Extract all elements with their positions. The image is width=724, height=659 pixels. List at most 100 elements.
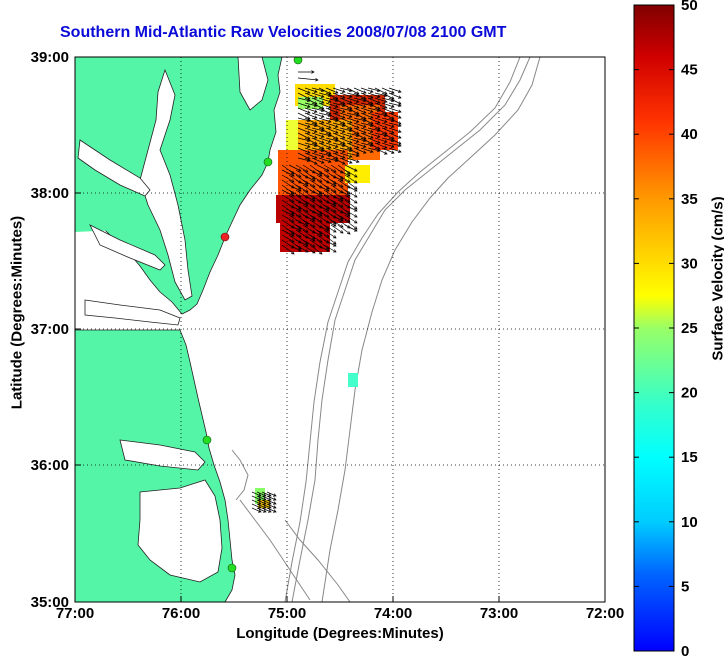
velocity-arrow [360, 87, 374, 93]
colorbar-tick-label: 50 [681, 0, 698, 14]
velocity-arrow [360, 132, 374, 139]
velocity-arrow [388, 87, 402, 93]
velocity-arrow [304, 107, 318, 113]
velocity-arrow [297, 122, 311, 128]
station-marker [220, 232, 230, 242]
velocity-arrow [339, 112, 353, 118]
velocity-arrow [304, 87, 318, 93]
y-tick-label: 36:00 [31, 457, 69, 474]
velocity-arrow [339, 152, 353, 158]
velocity-arrow [302, 174, 316, 182]
y-tick-label: 35:00 [31, 594, 69, 611]
velocity-arrow [332, 92, 346, 99]
colorbar-tick-label: 35 [681, 191, 698, 208]
x-tick-label: 72:00 [586, 605, 624, 622]
velocity-arrow [251, 499, 262, 505]
velocity-arrow [297, 142, 311, 148]
velocity-arrow [339, 137, 353, 144]
velocity-arrow [344, 219, 358, 230]
chesapeake-bay [139, 68, 193, 301]
velocity-arrow [325, 122, 339, 128]
velocity-arrow [311, 137, 325, 144]
velocity-arrow [302, 244, 316, 254]
pamlico-sound [137, 479, 223, 583]
x-tick-label: 74:00 [374, 605, 412, 622]
velocity-arrow [288, 244, 302, 252]
velocity-arrow [295, 244, 309, 253]
velocity-field [255, 84, 398, 508]
colorbar-tick-label: 45 [681, 62, 698, 79]
station-marker [293, 57, 303, 65]
velocity-arrow [288, 164, 302, 172]
tick-marks [74, 56, 606, 603]
velocity-arrow [374, 97, 388, 103]
velocity-arrow [304, 157, 318, 165]
velocity-arrow [318, 142, 332, 149]
velocity-arrow [288, 224, 302, 232]
velocity-arrow [339, 97, 353, 104]
map-title: Southern Mid-Atlantic Raw Velocities 200… [60, 24, 507, 41]
velocity-arrow [367, 97, 381, 104]
velocity-arrow [304, 152, 318, 159]
velocity-arrow [266, 507, 277, 513]
colorbar-tick-label: 25 [681, 320, 698, 337]
potomac-river [77, 139, 151, 197]
velocity-arrow [388, 112, 402, 119]
velocity-arrow [388, 122, 402, 128]
velocity-arrow [281, 169, 295, 177]
velocity-arrow [388, 147, 402, 153]
velocity-arrow [304, 147, 318, 153]
velocity-arrow [344, 199, 358, 210]
velocity-arrow [323, 224, 337, 233]
colorbar-ticks: 0 5 10 15 20 25 30 35 40 45 50 [634, 0, 698, 659]
x-tick-label: 73:00 [480, 605, 518, 622]
velocity-arrow [367, 117, 381, 124]
colorbar-tick-label: 30 [681, 255, 698, 272]
colorbar-tick-label: 5 [681, 578, 689, 595]
velocity-arrow [251, 495, 262, 501]
colorbar [633, 4, 675, 652]
x-tick-label: 76:00 [162, 605, 200, 622]
velocity-arrow [339, 117, 353, 124]
velocity-arrow [318, 97, 332, 103]
y-tick-labels: 39:00 38:00 37:00 36:00 35:00 [31, 49, 69, 611]
velocity-arrow [346, 102, 360, 109]
velocity-arrow [251, 507, 262, 513]
velocity-arrow [381, 147, 395, 154]
velocity-arrow [304, 92, 318, 99]
velocity-arrow [325, 102, 339, 108]
albemarle-sound [119, 439, 206, 471]
velocity-arrow [367, 137, 381, 144]
velocity-arrow [288, 204, 302, 212]
colorbar-tick-label: 10 [681, 514, 698, 531]
velocity-arrow [302, 234, 316, 242]
radar-stations [202, 57, 303, 573]
velocity-arrow [325, 127, 339, 134]
velocity-arrow [346, 117, 360, 123]
velocity-arrow [318, 102, 332, 109]
velocity-arrow [318, 122, 332, 129]
velocity-arrow [374, 147, 388, 155]
velocity-arrow [304, 127, 318, 133]
velocity-arrow [304, 112, 318, 119]
velocity-arrow [344, 214, 358, 224]
station-marker [263, 157, 273, 167]
velocity-arrow [304, 132, 318, 139]
velocity-arrow [297, 147, 311, 154]
velocity-arrow [318, 117, 332, 123]
velocity-arrow [344, 224, 358, 232]
velocity-arrow [302, 194, 316, 202]
x-tick-label: 77:00 [56, 605, 94, 622]
velocity-arrow [266, 491, 277, 497]
velocity-arrow [323, 229, 337, 239]
velocity-arrow [346, 142, 360, 149]
velocity-arrow [374, 142, 388, 149]
velocity-arrow [297, 87, 311, 94]
velocity-arrow [325, 147, 339, 154]
velocity-arrow [332, 112, 346, 119]
velocity-arrow [323, 219, 337, 227]
velocity-arrow [360, 147, 374, 153]
velocity-arrow [332, 107, 346, 113]
velocity-arrow [309, 229, 323, 237]
